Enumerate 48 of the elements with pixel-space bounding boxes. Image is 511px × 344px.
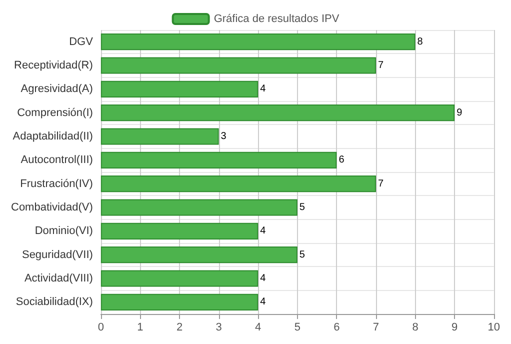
bar: [100, 294, 258, 310]
bar: [100, 57, 376, 74]
y-tick-label: Receptividad(R): [14, 60, 93, 72]
bar: [100, 270, 258, 287]
x-tick-label: 3: [216, 322, 222, 334]
data-label: 5: [299, 249, 306, 260]
data-label: 5: [299, 202, 306, 213]
x-tick-label: 9: [452, 322, 458, 334]
data-label: 6: [338, 154, 345, 166]
y-tick-label: Adaptabilidad(II): [12, 130, 93, 142]
y-tick-label: Agresividad(A): [20, 83, 93, 96]
data-label: 8: [417, 36, 424, 48]
data-label: 4: [260, 273, 266, 284]
data-label: 9: [456, 107, 463, 118]
bar: [100, 199, 298, 216]
data-label: 4: [260, 296, 266, 308]
y-tick-label: Seguridad(VII): [22, 248, 93, 261]
bar: [100, 80, 258, 98]
x-tick-label: 7: [372, 322, 380, 334]
data-label: 7: [378, 60, 384, 71]
y-tick-label: Sociabilidad(IX): [16, 296, 93, 308]
bar: [100, 222, 258, 240]
x-tick-label: 10: [488, 322, 500, 334]
bar: [100, 104, 455, 122]
bar: [100, 152, 337, 168]
x-tick-label: 8: [412, 322, 418, 334]
x-tick-label: 6: [334, 322, 340, 334]
y-tick-label: Actividad(VIII): [24, 272, 93, 284]
legend-label: Gráfica de resultados IPV: [214, 13, 340, 25]
y-tick-label: Comprensión(I): [17, 106, 93, 119]
bar: [100, 34, 416, 50]
bar: [100, 176, 376, 192]
x-tick-label: 4: [255, 322, 262, 334]
x-tick-label: 1: [137, 322, 144, 334]
data-label: 7: [378, 178, 384, 190]
y-tick-label: DGV: [69, 36, 94, 48]
x-tick-label: 2: [176, 322, 183, 334]
bar: [100, 128, 219, 145]
data-label: 4: [260, 84, 266, 95]
y-tick-label: Autocontrol(III): [20, 154, 93, 166]
y-tick-label: Frustración(IV): [20, 178, 93, 190]
bar: [100, 246, 298, 264]
data-label: 4: [260, 226, 266, 237]
x-tick-label: 0: [98, 322, 104, 334]
y-tick-label: Combatividad(V): [11, 202, 93, 214]
y-tick-label: Dominio(VI): [34, 225, 93, 238]
data-label: 3: [220, 131, 227, 142]
x-tick-label: 5: [294, 322, 300, 334]
